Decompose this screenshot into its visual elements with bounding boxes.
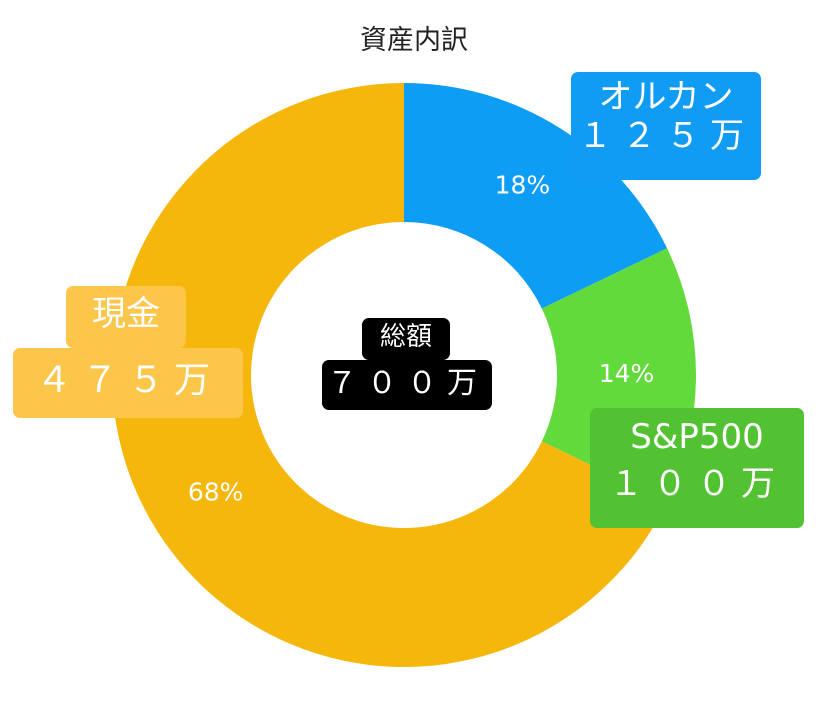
callout-cash-label-box: 現金	[66, 286, 186, 348]
center-total-amount-box: ７００万	[322, 360, 492, 410]
callout-cash-amount: ４７５万	[35, 360, 220, 401]
callout-sp500: S&P500 １００万	[590, 408, 804, 528]
callout-orukan-label: オルカン	[598, 77, 734, 117]
percent-label-sp500: 14%	[599, 359, 655, 388]
percent-label-cash: 68%	[188, 477, 244, 506]
center-total-amount: ７００万	[327, 366, 487, 401]
callout-orukan: オルカン １２５万	[571, 72, 761, 180]
percent-label-orukan: 18%	[495, 171, 551, 200]
callout-sp500-label: S&P500	[630, 417, 764, 457]
slice-orukan	[404, 83, 668, 309]
chart-title: 資産内訳	[360, 25, 468, 56]
callout-cash-amount-box: ４７５万	[13, 348, 243, 418]
center-total-label-box: 総額	[362, 318, 450, 360]
callout-cash-label: 現金	[92, 294, 160, 334]
slice-cash	[111, 83, 668, 667]
center-total-label: 総額	[379, 322, 432, 352]
callout-orukan-amount: １２５万	[578, 116, 754, 157]
callout-sp500-amount: １００万	[609, 464, 785, 505]
